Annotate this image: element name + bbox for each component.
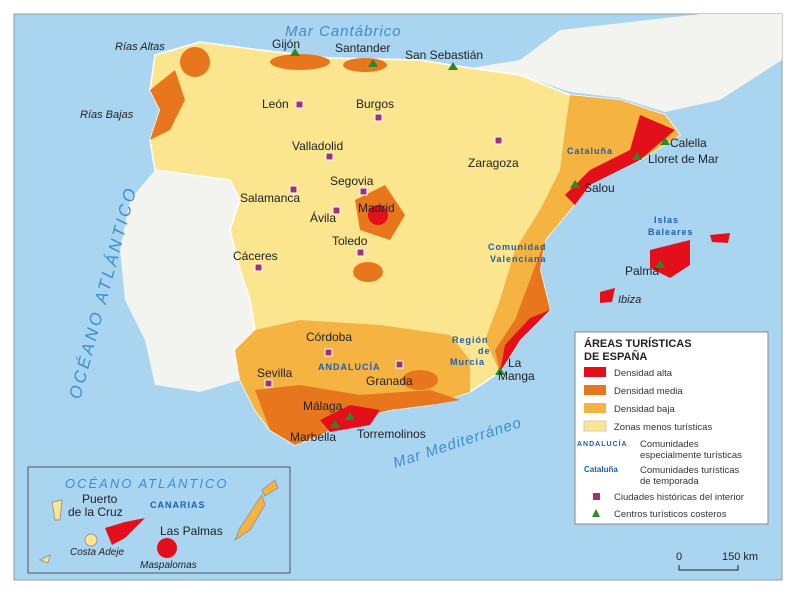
portugal [120, 170, 255, 392]
city-la-manga-2: Manga [498, 369, 535, 383]
legend-title: ÁREAS TURÍSTICAS [584, 337, 692, 350]
sea-label-cantabrico: Mar Cantábrico [285, 23, 402, 40]
city-la-manga: La [508, 356, 522, 370]
legend-swatch-less [583, 420, 607, 432]
zone-toledo [353, 262, 383, 282]
region-baleares: Islas [654, 215, 679, 225]
city-madrid: Madrid [358, 201, 395, 215]
city-gijon: Gijón [272, 37, 300, 51]
city-las-palmas: Las Palmas [160, 524, 223, 538]
city-salou: Salou [584, 181, 615, 195]
legend-swatch-medium [584, 385, 606, 395]
city-lloret-de-mar: Lloret de Mar [648, 152, 719, 166]
city-segovia: Segovia [330, 174, 374, 188]
la-gomera-island [84, 533, 98, 547]
city-zaragoza: Zaragoza [468, 156, 519, 170]
france [470, 14, 782, 112]
legend-historic-label: Ciudades históricas del interior [614, 492, 744, 503]
city-palma: Palma [625, 264, 659, 278]
region-valenciana-2: Valenciana [490, 254, 547, 264]
lanzarote-island [261, 479, 279, 497]
region-valenciana: Comunidad [488, 242, 547, 252]
legend-cataluna-desc-2: de temporada [640, 476, 699, 487]
legend-cataluna-sample: Cataluña [584, 465, 618, 474]
city-valladolid: Valladolid [292, 139, 343, 153]
zone-madrid-high [368, 205, 388, 225]
scale-zero: 0 [676, 551, 682, 563]
city-maspalomas: Maspalomas [140, 560, 197, 571]
city-santander: Santander [335, 41, 390, 55]
city-ibiza: Ibiza [618, 294, 641, 306]
zone-alicante-high [500, 310, 550, 372]
legend-title-2: DE ESPAÑA [584, 350, 647, 363]
region-andalucia: ANDALUCÍA [318, 362, 381, 372]
city-marbella: Marbella [290, 430, 336, 444]
city-granada: Granada [366, 374, 413, 388]
region-murcia-3: Murcia [450, 357, 485, 367]
menorca [710, 233, 730, 243]
zone-rias-altas [180, 47, 210, 77]
legend-andalucia-desc: Comunidades [640, 439, 699, 450]
legend-coastal-label: Centros turísticos costeros [614, 509, 727, 520]
el-hierro-island [38, 554, 51, 564]
legend-andalucia-sample: ANDALUCÍA [577, 439, 628, 448]
scale-bar: 0 150 km [676, 551, 758, 571]
scale-line [678, 565, 739, 571]
city-caceres: Cáceres [233, 249, 278, 263]
city-torremolinos: Torremolinos [357, 427, 426, 441]
city-leon: León [262, 97, 289, 111]
gran-canaria-island [157, 538, 177, 558]
legend: ÁREAS TURÍSTICAS DE ESPAÑA Densidad alta… [574, 331, 769, 525]
label-rias-bajas: Rías Bajas [80, 109, 134, 121]
zone-valencia-medium [495, 240, 550, 372]
city-costa-adeje: Costa Adeje [70, 547, 125, 558]
legend-label-less: Zonas menos turísticas [614, 422, 712, 433]
region-canarias: CANARIAS [150, 500, 206, 510]
city-sevilla: Sevilla [257, 366, 293, 380]
zone-rias-bajas [150, 70, 185, 140]
zone-granada [402, 370, 438, 390]
region-murcia-2: de [478, 346, 491, 356]
ibiza-island [600, 288, 615, 303]
canarias-inset: OCÉANO ATLÁNTICO CANARIAS Puerto de la C… [27, 466, 291, 574]
legend-andalucia-desc-2: especialmente turísticas [640, 450, 742, 461]
city-toledo: Toledo [332, 234, 368, 248]
legend-label-high: Densidad alta [614, 368, 673, 379]
label-rias-altas: Rías Altas [115, 41, 165, 53]
city-cordoba: Córdoba [306, 330, 352, 344]
region-baleares-2: Baleares [648, 227, 694, 237]
city-malaga: Málaga [303, 399, 343, 413]
city-salamanca: Salamanca [240, 191, 300, 205]
legend-label-medium: Densidad media [614, 386, 683, 397]
legend-swatch-high [584, 367, 606, 377]
zone-cantabria [343, 58, 387, 72]
city-calella: Calella [670, 136, 707, 150]
legend-cataluna-desc: Comunidades turísticas [640, 465, 740, 476]
coastal-resort-markers [290, 48, 670, 428]
legend-coastal-icon [592, 509, 600, 517]
inset-sea-label: OCÉANO ATLÁNTICO [65, 476, 228, 491]
city-san-sebastian: San Sebastián [405, 48, 483, 62]
fuerteventura-island [233, 493, 266, 542]
region-murcia: Región [452, 335, 489, 345]
tenerife-island [105, 518, 145, 545]
legend-label-low: Densidad baja [614, 404, 675, 415]
zone-asturias [270, 54, 330, 70]
city-puerto-de-la-cruz-2: de la Cruz [68, 505, 123, 519]
mallorca [650, 240, 690, 278]
la-palma-island [51, 499, 63, 521]
legend-swatch-low [584, 403, 606, 413]
legend-historic-icon [593, 493, 600, 500]
zone-costa-brava-high [565, 115, 675, 205]
historic-city-markers [254, 100, 503, 388]
scale-max: 150 km [722, 551, 758, 563]
city-burgos: Burgos [356, 97, 394, 111]
city-avila: Ávila [310, 210, 336, 225]
region-cataluna: Cataluña [567, 146, 613, 156]
city-puerto-de-la-cruz: Puerto [82, 492, 118, 506]
